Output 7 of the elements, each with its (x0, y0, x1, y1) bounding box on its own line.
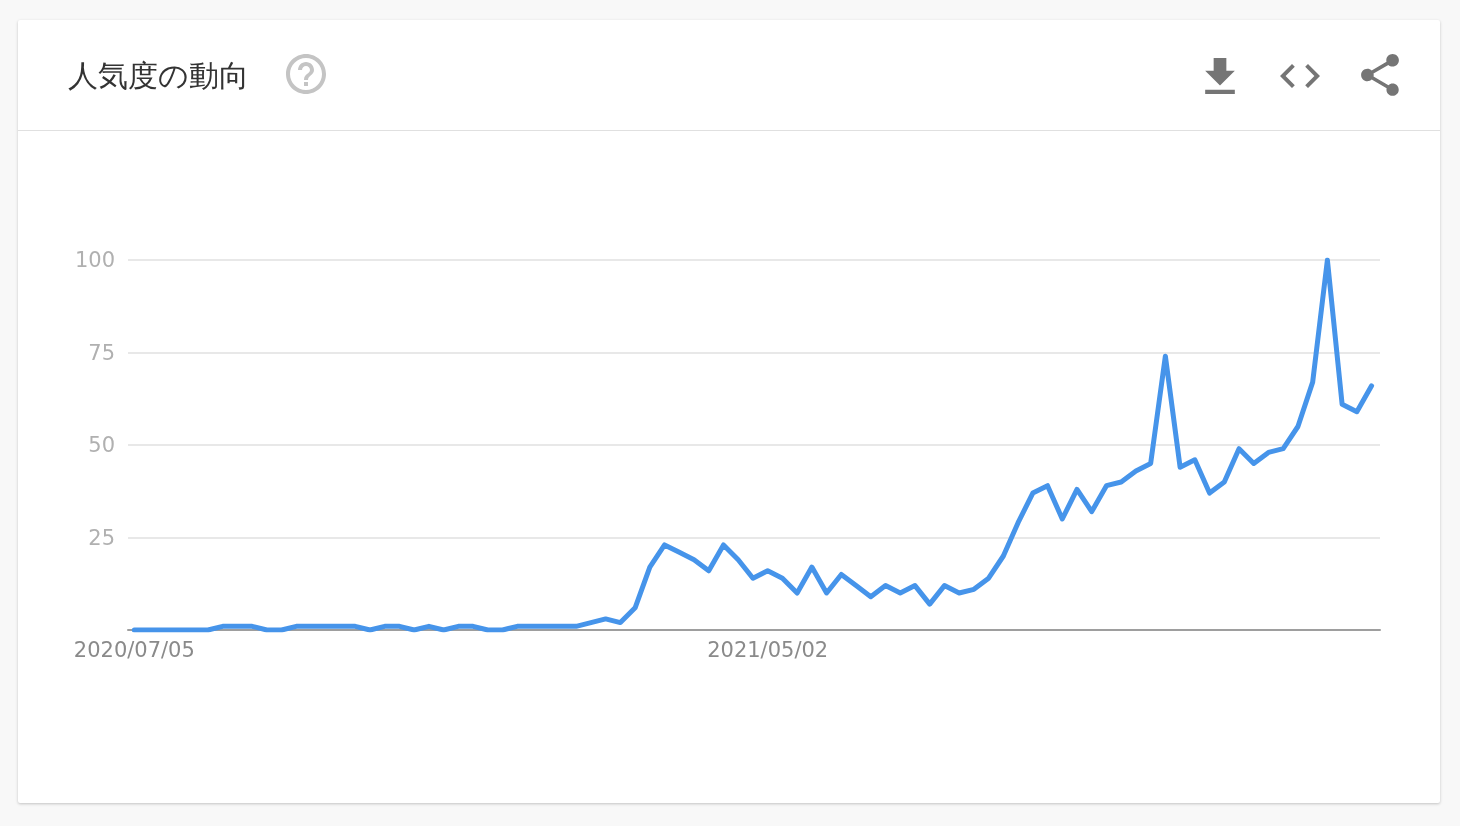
y-tick-label: 75 (88, 340, 115, 365)
x-tick-label: 2020/07/05 (73, 637, 195, 662)
y-tick-label: 25 (88, 525, 115, 550)
x-tick-label: 2021/05/02 (707, 637, 829, 662)
chart-title: 人気度の動向 (68, 57, 249, 95)
y-tick-label: 50 (88, 433, 115, 457)
y-tick-label: 100 (74, 248, 115, 272)
